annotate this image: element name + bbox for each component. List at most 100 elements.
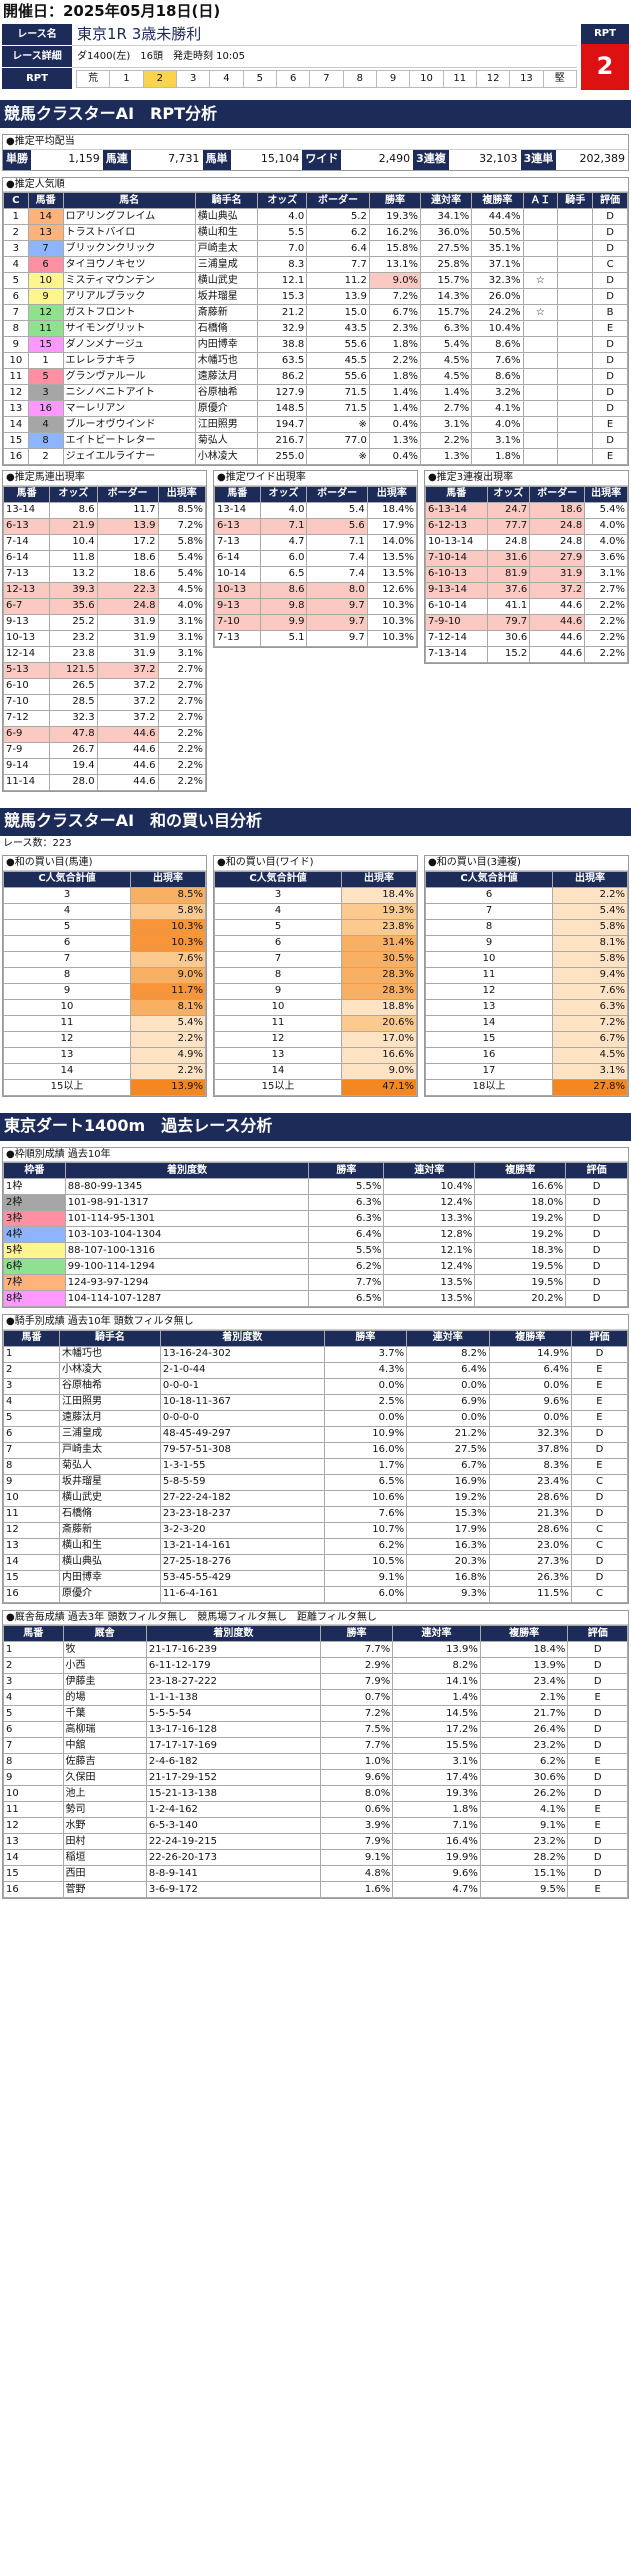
table-cell: 16.8% <box>406 1569 490 1587</box>
table-cell: 1.3% <box>420 448 473 465</box>
table-cell: D <box>567 1769 628 1786</box>
table-cell: D <box>592 432 628 449</box>
table-cell: E <box>567 1753 628 1770</box>
table-row: 12 17.0% <box>213 1030 417 1048</box>
table-row: 6 高柳瑞 13-17-16-128 7.5% 17.2% 26.4% D <box>3 1721 628 1738</box>
table-cell <box>557 352 594 369</box>
table-cell: 19.3% <box>341 902 417 920</box>
table-cell: 3.1% <box>584 565 628 583</box>
table-row: 8 菊弘人 1-3-1-55 1.7% 6.7% 8.3% E <box>2 1457 629 1475</box>
table-cell: D <box>570 1553 629 1571</box>
table-cell: 28.3% <box>341 966 417 984</box>
table-cell: D <box>567 1721 628 1738</box>
table-cell: 9.8 <box>259 597 308 615</box>
table-cell: 0.6% <box>319 1801 394 1818</box>
table-cell: 7-10 <box>214 613 261 631</box>
table-cell: 13.1% <box>368 256 422 273</box>
table-cell: 24.7 <box>486 501 531 519</box>
wa-wide-title: ●和の買い目(ワイド) <box>214 856 417 871</box>
column-header: 騎手名 <box>59 1329 161 1347</box>
table-cell: 10 <box>3 1785 64 1802</box>
table-cell: 6.3% <box>552 998 628 1016</box>
column-header: 馬名 <box>62 192 196 209</box>
table-cell: 37.2 <box>96 661 159 679</box>
table-cell: 0.0% <box>323 1409 408 1427</box>
table-cell: 27.5% <box>406 1441 490 1459</box>
table-cell <box>557 448 594 465</box>
table-row: 15以上 13.9% <box>2 1078 206 1096</box>
table-cell: 18.4% <box>479 1641 569 1658</box>
table-cell: 15.7% <box>420 304 473 321</box>
table-row: 13 横山和生 13-21-14-161 6.2% 16.3% 23.0% C <box>2 1537 629 1555</box>
rpt-scale-cell: 5 <box>243 70 277 88</box>
column-header: 馬番 <box>2 485 51 503</box>
table-cell: 7-14 <box>2 533 51 551</box>
table-cell: 12 <box>27 304 64 321</box>
table-row: 3 18.4% <box>213 886 417 904</box>
table-cell: D <box>592 224 628 241</box>
table-cell: 24.8 <box>96 597 159 615</box>
table-cell: 4.0% <box>584 533 628 551</box>
table-cell: 9.0% <box>341 1062 417 1080</box>
table-cell: 小林凌大 <box>194 448 259 465</box>
table-row: 9-13 25.2 31.9 3.1% <box>2 613 207 631</box>
table-cell: 6 <box>3 1721 64 1738</box>
table-cell: 2.7% <box>157 677 207 695</box>
table-cell: 2 <box>3 1657 64 1674</box>
table-cell: 21.7% <box>479 1705 569 1722</box>
column-header: 勝率 <box>323 1329 408 1347</box>
table-cell: 3 <box>2 886 132 904</box>
table-cell: 8.1% <box>552 934 628 952</box>
table-cell: 11 <box>2 1505 61 1523</box>
table-row: 1枠 88-80-99-1345 5.5% 10.4% 16.6% D <box>3 1178 628 1195</box>
table-cell: 1.8% <box>368 336 422 353</box>
table-header: 枠番 着別度数 勝率 連対率 複勝率 評価 <box>3 1162 628 1179</box>
est-wide-title: ●推定ワイド出現率 <box>214 471 417 486</box>
table-cell: 25.2 <box>49 613 98 631</box>
column-header: 厩舎 <box>62 1625 147 1642</box>
table-cell: 田村 <box>62 1833 147 1850</box>
table-cell: 7.2% <box>552 1014 628 1032</box>
table-cell: D <box>565 1226 628 1243</box>
table-cell: 37.6 <box>486 581 531 599</box>
table-cell: 11-6-4-161 <box>159 1585 325 1603</box>
table-cell: 石橋脩 <box>59 1505 161 1523</box>
table-row: 8枠 104-114-107-1287 6.5% 13.5% 20.2% D <box>3 1290 628 1307</box>
table-cell: D <box>592 288 628 305</box>
table-cell: 20.3% <box>406 1553 490 1571</box>
table-cell: 12 <box>2 1030 132 1048</box>
table-cell: 10-13 <box>214 581 261 599</box>
table-cell: 6.7% <box>368 304 422 321</box>
table-cell: 6-13 <box>214 517 261 535</box>
table-cell: 2 <box>3 224 29 241</box>
table-cell: 2.2% <box>130 1030 206 1048</box>
table-row: 16 原優介 11-6-4-161 6.0% 9.3% 11.5% C <box>2 1585 629 1603</box>
column-header: 馬番 <box>2 1329 61 1347</box>
table-cell: 13.5% <box>383 1274 476 1291</box>
table-cell: 斎藤新 <box>59 1521 161 1539</box>
wa-umaren-title: ●和の買い目(馬連) <box>3 856 206 871</box>
table-cell: 8.6% <box>471 336 524 353</box>
rpt-scale-cell: 8 <box>343 70 377 88</box>
table-cell: C <box>592 256 628 273</box>
column-header: C人気合計値 <box>213 870 343 888</box>
table-cell: 31.9 <box>529 565 586 583</box>
table-cell: ニシノベニトアイト <box>62 384 196 401</box>
table-cell: 31.9 <box>96 613 159 631</box>
table-cell: 12.1 <box>257 272 308 289</box>
table-cell: 5 <box>3 1705 64 1722</box>
table-cell: 12-14 <box>2 645 51 663</box>
table-cell: 内田博幸 <box>59 1569 161 1587</box>
table-row: 10-14 6.5 7.4 13.5% <box>214 565 418 583</box>
table-cell: 2 <box>2 1361 61 1379</box>
table-cell: 7.2% <box>319 1705 394 1722</box>
table-cell: 4.3% <box>323 1361 408 1379</box>
column-header: ボーダー <box>96 485 159 503</box>
table-cell: 48-45-49-297 <box>159 1425 325 1443</box>
table-cell: 2-1-0-44 <box>159 1361 325 1379</box>
table-cell: 11.2 <box>306 272 370 289</box>
table-cell: 0.0% <box>406 1409 490 1427</box>
table-cell: 5-5-5-54 <box>145 1705 321 1722</box>
table-row: 6-12-13 77.7 24.8 4.0% <box>425 517 628 535</box>
race-date: 開催日：2025年05月18日(日) <box>3 2 221 21</box>
